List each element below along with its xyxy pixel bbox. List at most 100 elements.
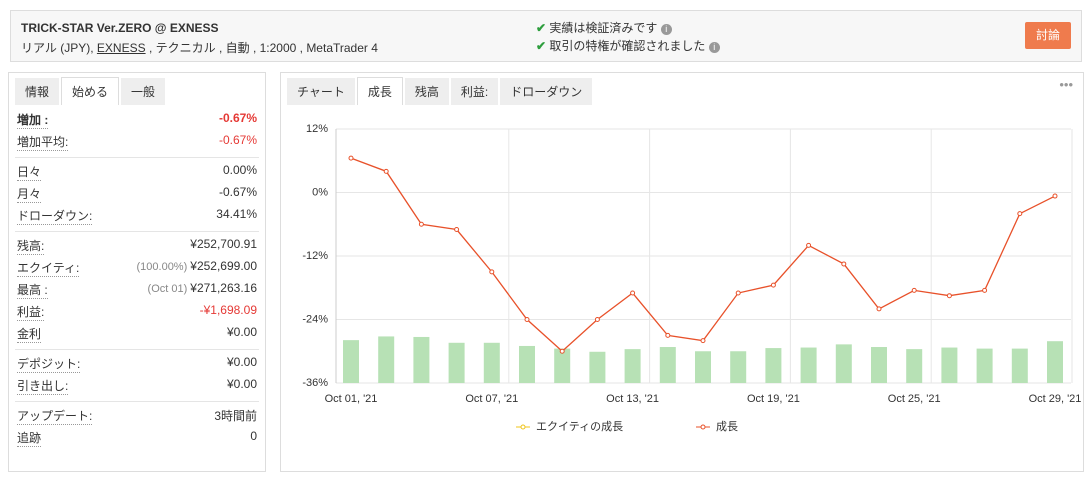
bar <box>976 348 993 383</box>
stat-number: ¥252,699.00 <box>190 259 257 273</box>
legend-label: エクイティの成長 <box>536 420 623 433</box>
tab[interactable]: 利益: <box>450 78 499 105</box>
bar <box>871 347 887 383</box>
badge-text: 実績は検証済みです <box>549 21 658 35</box>
bar <box>624 349 641 383</box>
stat-label: 利益: <box>17 305 45 321</box>
bar <box>906 349 923 383</box>
stat-label: 増加 : <box>17 113 49 129</box>
legend-swatch <box>520 424 526 430</box>
bar <box>413 336 430 383</box>
header: TRICK-STAR Ver.ZERO @ EXNESS リアル (JPY), … <box>10 10 1082 62</box>
stat-number: ¥0.00 <box>226 377 257 391</box>
point <box>665 332 671 338</box>
separator <box>15 401 259 402</box>
y-tick-label: 12% <box>306 123 328 135</box>
stat-label: デポジット: <box>17 357 81 373</box>
point <box>770 282 776 288</box>
menu[interactable]: ••• <box>1059 77 1073 92</box>
stat-value: -¥1,698.09 <box>200 303 257 317</box>
point <box>594 317 600 322</box>
stat-prefix: (100.00%) <box>136 261 188 273</box>
tab-bar: チャート 成長 残高 利益: ドローダウン <box>287 77 594 105</box>
stat-value: (100.00%) ¥252,699.00 <box>137 259 258 273</box>
bar <box>695 351 711 383</box>
stat-label: 追跡 <box>17 431 42 447</box>
point <box>1017 211 1023 217</box>
bar <box>800 347 817 383</box>
point <box>1052 193 1058 199</box>
separator <box>15 231 259 232</box>
stat-value: ¥252,700.91 <box>190 237 257 251</box>
badge: ✔ 取引の特権が確認されました i <box>536 37 720 54</box>
stat-value: -0.67% <box>219 111 257 125</box>
x-tick-label: Oct 07, '21 <box>465 393 518 405</box>
stat-number: ¥271,263.16 <box>190 281 257 295</box>
bar <box>1047 341 1063 383</box>
stat-label: 日々 <box>17 165 42 181</box>
point <box>559 348 565 354</box>
separator <box>15 157 259 158</box>
point <box>454 227 460 233</box>
subtitle-text: リアル (JPY), <box>21 41 94 55</box>
stats-panel: 情報 始める 一般 増加 : -0.67% 増加平均: -0.67% 日々 0.00% 月々 -0.… <box>8 72 266 472</box>
stat-number: ¥252,700.91 <box>190 237 257 251</box>
x-tick-label: Oct 19, '21 <box>747 393 800 405</box>
bar <box>1011 348 1028 383</box>
tab[interactable]: ドローダウン <box>500 78 593 105</box>
discuss-button[interactable]: 討論 <box>1025 22 1071 49</box>
tab[interactable]: 一般 <box>121 78 166 105</box>
stat-value: 0.00% <box>223 163 257 177</box>
title: TRICK-STAR Ver.ZERO @ EXNESS <box>21 21 219 35</box>
stat-number: 34.41% <box>216 207 257 221</box>
point <box>700 338 706 344</box>
stat-value: -0.67% <box>219 185 257 199</box>
point <box>841 261 847 267</box>
stat-label: エクイティ: <box>17 261 80 277</box>
bar <box>483 342 500 383</box>
tab[interactable]: チャート <box>287 78 355 105</box>
stat-number: 0.00% <box>222 163 257 177</box>
bar <box>659 347 676 383</box>
bar <box>730 351 747 383</box>
x-tick-label: Oct 29, '21 <box>1029 393 1082 405</box>
badge: ✔ 実績は検証済みです i <box>536 19 672 36</box>
tab[interactable]: 始める <box>61 77 120 105</box>
stat-number: -¥1,698.09 <box>199 303 257 317</box>
tab[interactable]: 残高 <box>404 78 449 105</box>
bar <box>554 348 571 383</box>
stat-value: 34.41% <box>216 207 257 221</box>
tab-bar: 情報 始める 一般 <box>15 77 167 105</box>
point <box>383 168 389 174</box>
point <box>806 242 812 248</box>
bar <box>589 351 606 383</box>
bar <box>835 344 852 383</box>
stat-prefix: (Oct 01) <box>147 283 188 295</box>
stat-label: アップデート: <box>17 409 93 425</box>
subtitle: リアル (JPY), EXNESS , テクニカル , 自動 , 1:2000 … <box>21 39 378 56</box>
tab[interactable]: 成長 <box>356 77 403 105</box>
line <box>350 157 1056 353</box>
point <box>524 317 530 322</box>
point <box>982 287 988 293</box>
subtitle-text: , テクニカル , 自動 , 1:2000 , MetaTrader 4 <box>148 41 378 55</box>
point <box>876 306 882 312</box>
point <box>489 269 495 275</box>
stat-value: 0 <box>250 429 257 443</box>
stat-number: ¥0.00 <box>226 355 257 369</box>
badge-text: 取引の特権が確認されました <box>549 39 706 53</box>
bar <box>519 345 535 383</box>
stat-number: 0 <box>250 429 257 443</box>
tab[interactable]: 情報 <box>15 78 60 105</box>
bar <box>343 340 359 383</box>
legend-label: 成長 <box>716 420 738 433</box>
broker-link[interactable]: EXNESS <box>96 41 146 55</box>
bar <box>448 342 465 383</box>
stat-value: -0.67% <box>219 133 257 147</box>
stat-label: 最高 : <box>17 283 48 299</box>
y-tick-label: -24% <box>302 313 328 325</box>
point <box>911 287 917 293</box>
stat-value: ¥0.00 <box>227 377 257 391</box>
stat-value: 3時間前 <box>214 407 257 424</box>
